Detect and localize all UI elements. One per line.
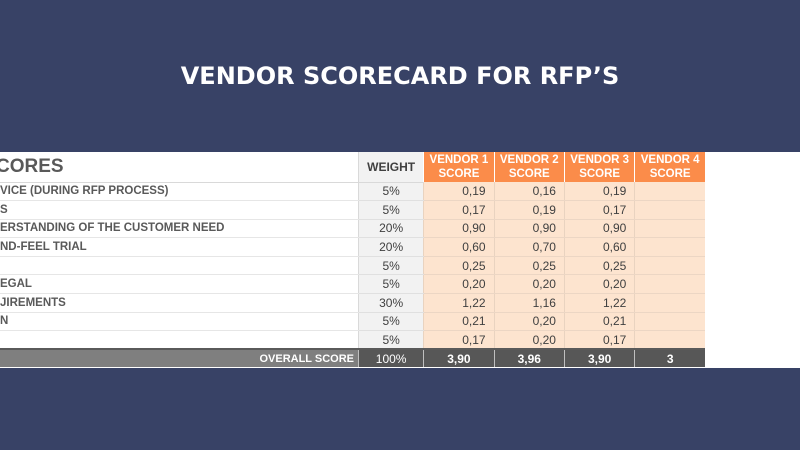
vendor-4-score[interactable]: [634, 330, 705, 350]
vendor-1-score[interactable]: 0,17: [423, 200, 495, 220]
vendor-1-score[interactable]: 0,20: [423, 274, 495, 295]
weight-cell[interactable]: 5%: [357, 256, 424, 276]
header-row: CORES WEIGHT VENDOR 1 SCORE VENDOR 2 SCORE…: [0, 152, 705, 183]
vendor-1-score[interactable]: 0,60: [423, 237, 495, 257]
vendor-4-score[interactable]: [634, 237, 705, 257]
table-row: ERSTANDING OF THE CUSTOMER NEED 20% 0,90…: [0, 219, 705, 239]
vendor-1-total[interactable]: 3,90: [423, 348, 495, 368]
vendor-1-score[interactable]: 0,19: [423, 182, 495, 202]
vendor-4-score[interactable]: [634, 312, 705, 332]
table-row: EGAL 5% 0,20 0,20 0,20: [0, 274, 705, 295]
vendor-1-score[interactable]: 1,22: [423, 293, 495, 313]
vendor-4-total[interactable]: 3: [634, 348, 705, 368]
criteria-label[interactable]: [0, 330, 359, 350]
weight-cell[interactable]: 20%: [357, 219, 424, 239]
vendor-2-score[interactable]: 1,16: [493, 293, 565, 313]
vendor-4-score[interactable]: [634, 219, 705, 239]
section-title: CORES: [0, 152, 359, 183]
vendor-2-score[interactable]: 0,16: [493, 182, 565, 202]
weight-cell[interactable]: 5%: [357, 330, 424, 350]
vendor-3-score[interactable]: 0,25: [563, 256, 635, 276]
vendor-3-total[interactable]: 3,90: [563, 348, 635, 368]
vendor-2-score[interactable]: 0,70: [493, 237, 565, 257]
vendor-3-score[interactable]: 0,60: [563, 237, 635, 257]
vendor-1-score[interactable]: 0,17: [423, 330, 495, 350]
scorecard-table-container: CORES WEIGHT VENDOR 1 SCORE VENDOR 2 SCORE…: [0, 152, 800, 368]
table-row: 5% 0,25 0,25 0,25: [0, 256, 705, 276]
vendor-3-score[interactable]: 0,17: [563, 200, 635, 220]
table-row: VICE (DURING RFP PROCESS) 5% 0,19 0,16 0…: [0, 182, 705, 202]
criteria-label[interactable]: ERSTANDING OF THE CUSTOMER NEED: [0, 219, 359, 239]
criteria-label[interactable]: JIREMENTS: [0, 293, 359, 313]
scorecard-table: CORES WEIGHT VENDOR 1 SCORE VENDOR 2 SCORE…: [0, 152, 705, 368]
vendor-2-score[interactable]: 0,90: [493, 219, 565, 239]
page-title: VENDOR SCORECARD FOR RFP’S: [180, 62, 620, 90]
table-row: ND-FEEL TRIAL 20% 0,60 0,70 0,60: [0, 237, 705, 257]
vendor-2-header: VENDOR 2 SCORE: [493, 152, 565, 182]
vendor-2-score[interactable]: 0,20: [493, 312, 565, 332]
vendor-2-score[interactable]: 0,20: [493, 274, 565, 295]
vendor-1-score[interactable]: 0,21: [423, 312, 495, 332]
criteria-label[interactable]: EGAL: [0, 274, 359, 295]
vendor-4-score[interactable]: [634, 200, 705, 220]
vendor-2-total[interactable]: 3,96: [493, 348, 565, 368]
overall-weight-total[interactable]: 100%: [357, 348, 424, 368]
vendor-4-score[interactable]: [634, 274, 705, 295]
criteria-label[interactable]: [0, 256, 359, 276]
criteria-label[interactable]: N: [0, 312, 359, 332]
vendor-3-score[interactable]: 0,20: [563, 274, 635, 295]
vendor-3-score[interactable]: 1,22: [563, 293, 635, 313]
vendor-3-score[interactable]: 0,21: [563, 312, 635, 332]
vendor-3-score[interactable]: 0,17: [563, 330, 635, 350]
vendor-2-score[interactable]: 0,20: [493, 330, 565, 350]
overall-score-row: OVERALL SCORE 100% 3,90 3,96 3,90 3: [0, 348, 705, 368]
weight-cell[interactable]: 20%: [357, 237, 424, 257]
criteria-label[interactable]: ND-FEEL TRIAL: [0, 237, 359, 257]
vendor-3-header: VENDOR 3 SCORE: [563, 152, 635, 182]
table-row: 5% 0,17 0,20 0,17: [0, 330, 705, 350]
weight-cell[interactable]: 5%: [357, 274, 424, 295]
vendor-4-score[interactable]: [634, 182, 705, 202]
vendor-1-score[interactable]: 0,90: [423, 219, 495, 239]
vendor-1-header: VENDOR 1 SCORE: [423, 152, 495, 182]
criteria-label[interactable]: S: [0, 200, 359, 220]
table-row: JIREMENTS 30% 1,22 1,16 1,22: [0, 293, 705, 313]
table-row: N 5% 0,21 0,20 0,21: [0, 312, 705, 332]
vendor-4-header: VENDOR 4 SCORE: [634, 152, 705, 182]
weight-cell[interactable]: 5%: [357, 200, 424, 220]
criteria-label[interactable]: VICE (DURING RFP PROCESS): [0, 182, 359, 202]
weight-cell[interactable]: 5%: [357, 312, 424, 332]
weight-cell[interactable]: 30%: [357, 293, 424, 313]
weight-cell[interactable]: 5%: [357, 182, 424, 202]
overall-score-label: OVERALL SCORE: [0, 348, 359, 368]
weight-header: WEIGHT: [357, 152, 424, 183]
vendor-2-score[interactable]: 0,19: [493, 200, 565, 220]
vendor-4-score[interactable]: [634, 256, 705, 276]
vendor-3-score[interactable]: 0,19: [563, 182, 635, 202]
table-row: S 5% 0,17 0,19 0,17: [0, 200, 705, 220]
vendor-2-score[interactable]: 0,25: [493, 256, 565, 276]
vendor-3-score[interactable]: 0,90: [563, 219, 635, 239]
vendor-4-score[interactable]: [634, 293, 705, 313]
vendor-1-score[interactable]: 0,25: [423, 256, 495, 276]
